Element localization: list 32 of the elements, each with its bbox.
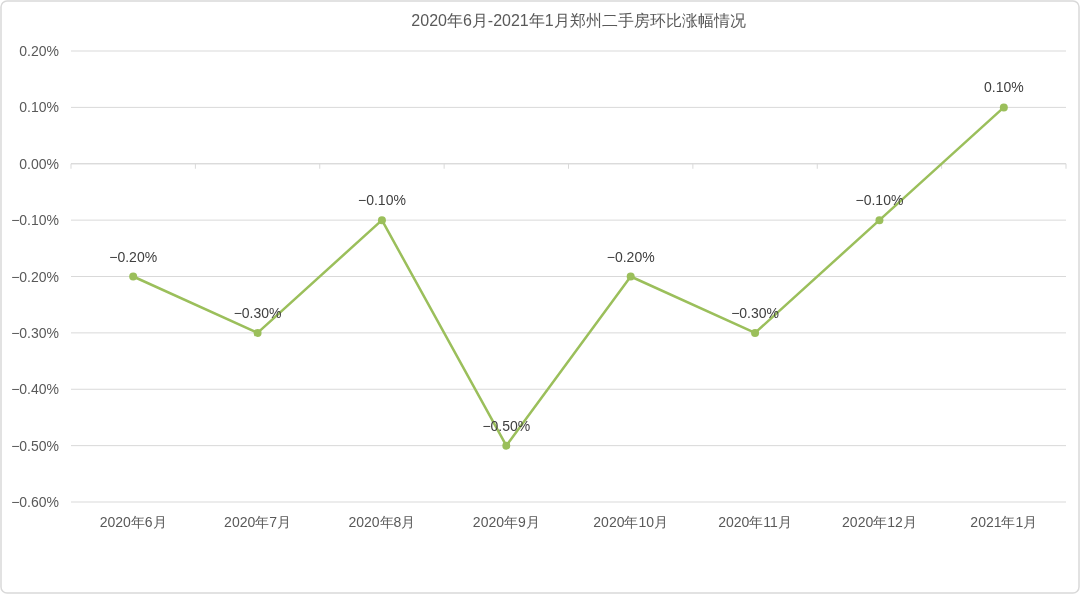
x-tick-label: 2020年8月 xyxy=(348,514,416,530)
y-tick-label: −0.10% xyxy=(11,212,59,229)
y-tick-label: 0.00% xyxy=(19,155,59,172)
x-tick-label: 2021年1月 xyxy=(970,514,1038,530)
point xyxy=(129,272,138,281)
data-label: −0.10% xyxy=(855,192,904,209)
chart-title: 2020年6月-2021年1月郑州二手房环比涨幅情况 xyxy=(411,12,746,29)
point xyxy=(751,328,760,337)
point xyxy=(626,272,635,281)
data-label: −0.20% xyxy=(109,248,158,265)
y-tick-label: −0.50% xyxy=(11,437,59,454)
point xyxy=(875,216,884,225)
point xyxy=(999,103,1008,112)
y-tick-label: 0.20% xyxy=(19,43,59,59)
data-label: −0.10% xyxy=(358,192,406,209)
data-label: 0.10% xyxy=(983,79,1024,96)
point xyxy=(377,216,386,225)
point xyxy=(253,328,262,337)
x-tick-label: 2020年9月 xyxy=(472,514,540,530)
y-tick-label: −0.60% xyxy=(11,494,59,510)
y-tick-label: −0.40% xyxy=(11,381,59,398)
x-tick-label: 2020年7月 xyxy=(224,514,292,530)
data-label: −0.20% xyxy=(606,248,655,265)
x-tick-label: 2020年10月 xyxy=(593,514,669,530)
x-tick-label: 2020年12月 xyxy=(842,514,917,530)
point xyxy=(502,441,511,450)
y-tick-label: −0.30% xyxy=(11,324,59,341)
y-tick-label: 0.10% xyxy=(19,99,59,116)
y-tick-label: −0.20% xyxy=(11,268,59,285)
data-label: −0.30% xyxy=(233,304,282,321)
x-tick-label: 2020年6月 xyxy=(99,514,167,530)
x-tick-label: 2020年11月 xyxy=(718,514,792,530)
